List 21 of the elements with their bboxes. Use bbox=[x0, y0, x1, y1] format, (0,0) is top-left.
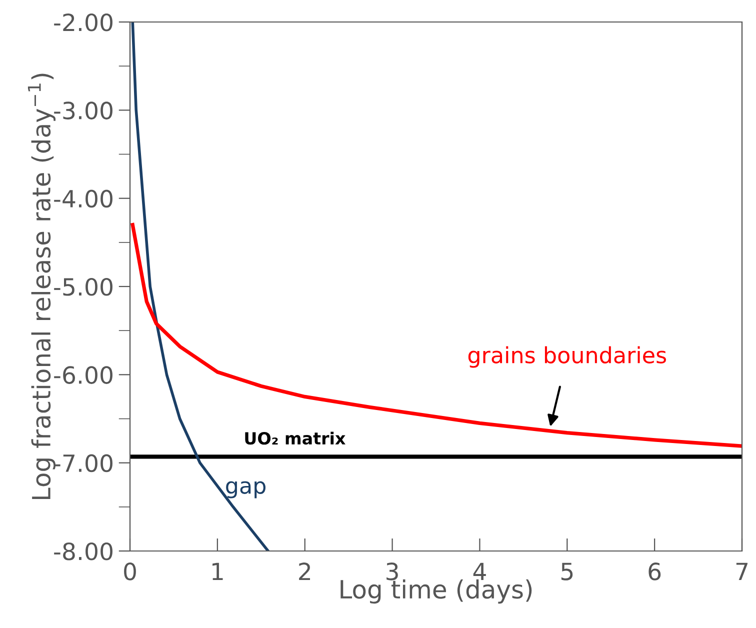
y-tick-label: -2.00 bbox=[54, 13, 112, 32]
y-tick-label: -3.00 bbox=[54, 102, 112, 120]
x-tick-label: 3 bbox=[386, 562, 398, 580]
x-tick-label: 1 bbox=[212, 562, 223, 580]
annotation: gap bbox=[226, 481, 266, 498]
x-tick-label: 7 bbox=[736, 562, 748, 580]
y-tick-label: -8.00 bbox=[54, 542, 112, 560]
annotation: grains boundaries bbox=[468, 346, 666, 368]
y-tick-label: -6.00 bbox=[54, 366, 112, 384]
y-tick-label: -4.00 bbox=[54, 190, 112, 208]
y-tick-label: -7.00 bbox=[54, 454, 112, 472]
ref-line-label: UO₂ matrix bbox=[245, 432, 346, 445]
x-tick-label: 0 bbox=[124, 562, 136, 580]
line-series bbox=[130, 222, 742, 448]
x-tick-label: 4 bbox=[473, 562, 486, 580]
x-tick-label: 6 bbox=[648, 562, 661, 580]
y-tick-label: -5.00 bbox=[54, 278, 112, 296]
x-tick-label: 2 bbox=[299, 562, 310, 580]
x-tick-label: 5 bbox=[561, 562, 573, 580]
y-axis-title: Log fractional release rate (day$^{−1}$) bbox=[28, 74, 56, 500]
x-axis-title: Log time (days) bbox=[340, 579, 532, 604]
